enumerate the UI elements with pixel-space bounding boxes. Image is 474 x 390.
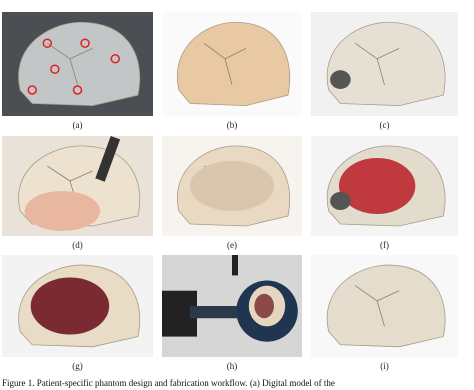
- marker: [42, 38, 53, 48]
- panel-photo: [162, 12, 302, 116]
- panel-photo: [2, 136, 153, 236]
- panel-photo: [311, 12, 458, 116]
- skull: [326, 264, 446, 348]
- brain-insert: [338, 158, 416, 214]
- crack: [47, 42, 93, 85]
- drill: [95, 136, 121, 182]
- marker: [27, 85, 37, 95]
- crack: [354, 42, 400, 85]
- marker: [72, 85, 83, 95]
- panel-photo: [2, 255, 153, 357]
- panel-photo: [162, 136, 302, 236]
- insert: [254, 293, 274, 319]
- panel-label: (e): [227, 240, 237, 250]
- skull: [176, 21, 291, 107]
- marker: [110, 54, 120, 64]
- panel-label: (f): [380, 240, 389, 250]
- panel-label: (b): [226, 120, 238, 130]
- brain-insert: [30, 277, 110, 335]
- panel-label: (g): [72, 361, 83, 371]
- orbit: [330, 70, 351, 89]
- opening: [190, 161, 274, 211]
- panel-label: (d): [72, 240, 83, 250]
- marker: [80, 38, 90, 48]
- probe: [232, 255, 238, 276]
- crack: [203, 42, 247, 85]
- panel-photo: [162, 255, 302, 357]
- panel-photo: [2, 12, 153, 116]
- panel-label: (i): [380, 361, 389, 371]
- marker: [50, 64, 60, 74]
- panel-photo: [311, 136, 458, 236]
- panel-label: (a): [72, 120, 83, 130]
- panel-label: (c): [379, 120, 390, 130]
- skull: [18, 21, 141, 107]
- orbit: [330, 192, 351, 210]
- hand: [24, 191, 101, 231]
- panel-photo: [311, 255, 458, 357]
- skull: [326, 21, 446, 107]
- panel-label: (h): [226, 361, 238, 371]
- caption: Figure 1. Patient-specific phantom desig…: [2, 378, 335, 388]
- crack: [354, 285, 400, 327]
